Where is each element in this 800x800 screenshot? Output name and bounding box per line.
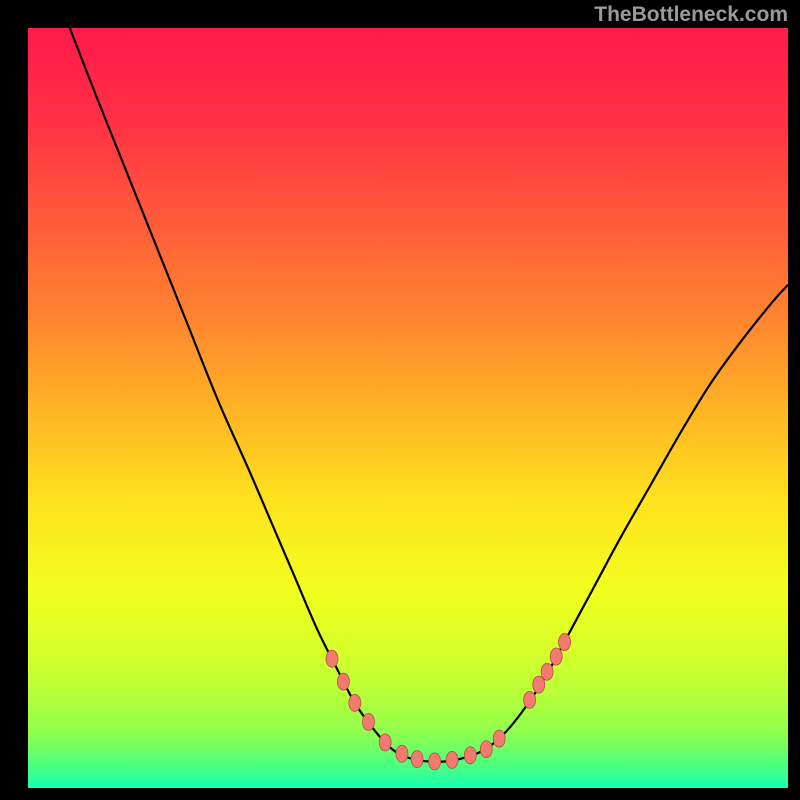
curve-marker bbox=[493, 730, 505, 747]
bottleneck-curve bbox=[70, 28, 788, 762]
watermark-text: TheBottleneck.com bbox=[594, 3, 788, 26]
curve-marker bbox=[429, 753, 441, 770]
curve-marker bbox=[541, 663, 553, 680]
curve-marker bbox=[446, 751, 458, 768]
curve-marker bbox=[362, 713, 374, 730]
curve-marker bbox=[524, 691, 536, 708]
curve-marker bbox=[396, 745, 408, 762]
curve-marker bbox=[411, 751, 423, 768]
curve-marker bbox=[480, 741, 492, 758]
plot-svg bbox=[28, 28, 788, 788]
watermark: TheBottleneck.com bbox=[594, 3, 788, 27]
curve-marker bbox=[533, 676, 545, 693]
plot-area bbox=[28, 28, 788, 788]
curve-marker bbox=[337, 673, 349, 690]
curve-marker bbox=[559, 634, 571, 651]
curve-marker bbox=[326, 650, 338, 667]
curve-marker bbox=[349, 694, 361, 711]
curve-marker bbox=[550, 648, 562, 665]
curve-marker bbox=[379, 734, 391, 751]
curve-marker bbox=[464, 747, 476, 764]
